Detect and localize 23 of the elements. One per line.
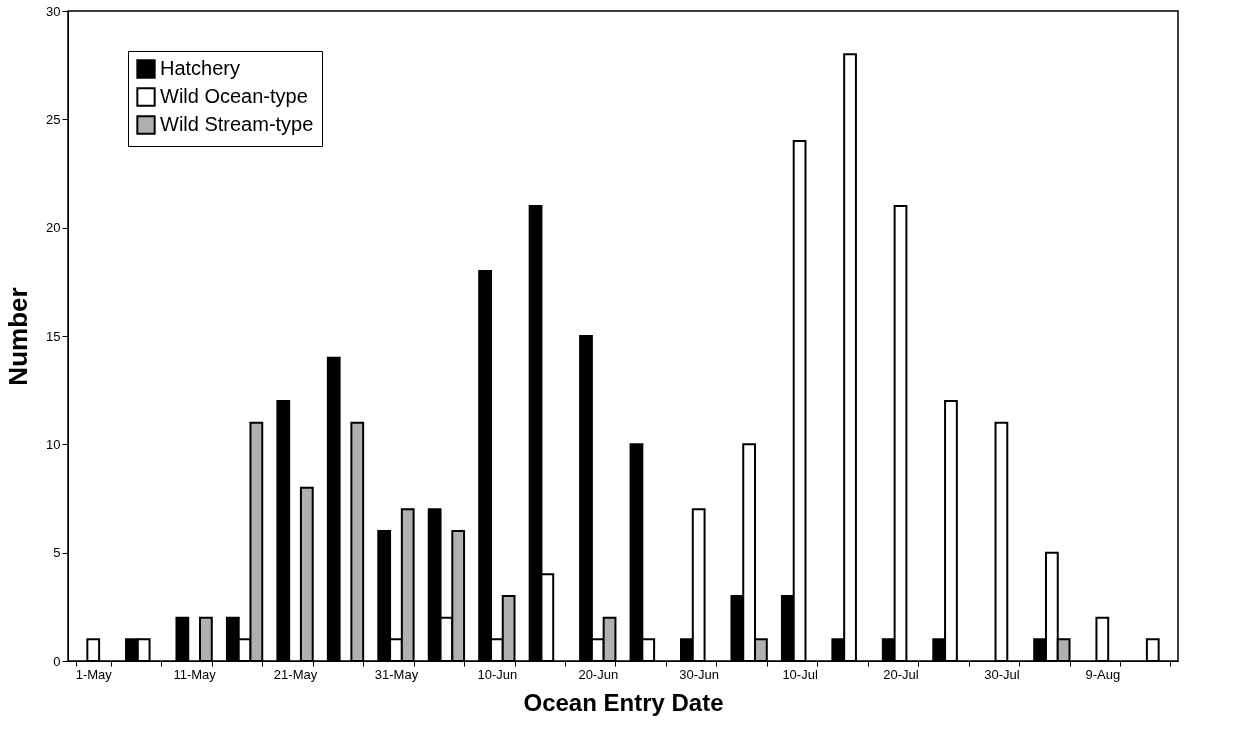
y-tick-label: 20 [46, 220, 61, 236]
x-tick-label: 31-May [374, 666, 419, 682]
y-tick-label: 15 [46, 328, 61, 344]
x-tick-label: 9-Aug [1085, 666, 1121, 682]
x-tick-label: 20-Jun [578, 666, 619, 682]
y-tick-label: 10 [46, 436, 61, 452]
y-axis-title: Number [3, 287, 34, 386]
x-tick-label: 30-Jul [984, 666, 1020, 682]
y-tick-label: 5 [53, 545, 61, 561]
y-tick-label: 30 [46, 3, 61, 19]
x-tick-label: 10-Jul [782, 666, 818, 682]
x-tick-label: 10-Jun [477, 666, 518, 682]
legend-label: Wild Ocean-type [160, 85, 308, 107]
y-tick-label: 0 [53, 653, 61, 669]
x-tick-label: 1-May [75, 666, 113, 682]
legend-label: Hatchery [160, 57, 241, 79]
y-tick-label: 25 [46, 111, 61, 127]
x-tick-label: 21-May [273, 666, 318, 682]
x-tick-label: 30-Jun [679, 666, 720, 682]
x-axis-title: Ocean Entry Date [523, 688, 724, 716]
legend-label: Wild Stream-type [160, 113, 314, 135]
x-tick-label: 11-May [173, 666, 217, 682]
x-tick-label: 20-Jul [883, 666, 919, 682]
